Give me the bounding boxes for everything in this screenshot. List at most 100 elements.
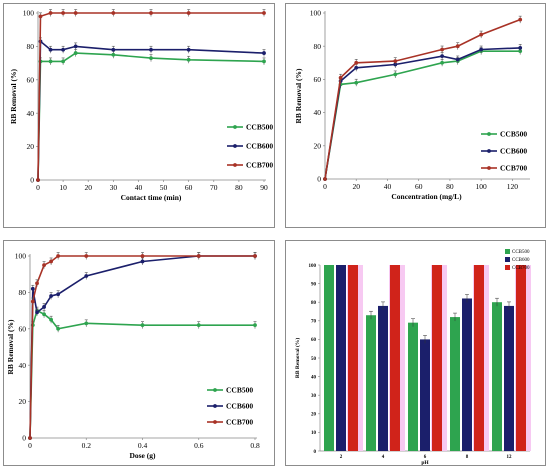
x-axis-title: Concentration (mg/L) (391, 192, 462, 201)
data-point-ccb700 (61, 11, 66, 15)
x-tick-label: 30 (110, 183, 118, 192)
data-point-ccb700 (28, 436, 32, 440)
x-tick-label: 80 (446, 182, 454, 191)
bar-ccb500 (366, 315, 376, 451)
y-tick-label: 80 (314, 42, 322, 51)
data-point-ccb700 (440, 47, 445, 52)
data-point-ccb600 (48, 47, 53, 52)
series-line-ccb700 (29, 255, 255, 439)
data-point-ccb600 (149, 47, 153, 52)
x-tick-label: 0.6 (194, 441, 204, 450)
bar-ccb600 (420, 339, 430, 451)
legend-marker-ccb700 (213, 420, 217, 424)
data-point-ccb500 (440, 60, 445, 65)
y-axis-title: RB Removal (%) (294, 338, 301, 378)
data-point-ccb600 (140, 259, 145, 264)
legend-label-ccb500: CCB500 (226, 386, 253, 395)
y-tick-label: 20 (314, 141, 322, 150)
y-tick-label: 60 (19, 324, 27, 333)
data-point-ccb700 (393, 59, 398, 64)
x-tick-label: 40 (384, 182, 392, 191)
series-line-ccb500 (29, 309, 255, 439)
legend-label-ccb600: CCB600 (512, 258, 530, 263)
y-axis-title: RB Removal (%) (9, 69, 18, 124)
data-point-ccb600 (262, 51, 266, 55)
legend-marker-ccb700 (487, 166, 491, 170)
x-tick-label: 120 (507, 182, 519, 191)
bar-ccb500 (408, 322, 418, 451)
bar-ccb600 (336, 265, 346, 451)
data-point-ccb700 (73, 11, 78, 15)
data-point-ccb700 (111, 11, 116, 15)
data-point-ccb600 (56, 292, 61, 297)
y-tick-label: 20 (19, 397, 27, 406)
data-point-ccb700 (186, 11, 191, 15)
x-tick-label: 0.4 (138, 441, 148, 450)
y-tick-label: 20 (27, 142, 35, 151)
series-line-ccb600 (29, 255, 255, 439)
data-point-ccb700 (49, 259, 53, 264)
y-tick-label: 40 (311, 375, 317, 380)
bar-ccb700 (432, 265, 442, 451)
x-tick-label: 12 (507, 455, 513, 460)
y-tick-label: 100 (15, 252, 27, 261)
bar-ccb500 (492, 302, 502, 451)
data-point-ccb500 (56, 326, 61, 331)
bar-ccb500 (450, 317, 460, 451)
legend-label-ccb500: CCB500 (500, 130, 527, 139)
chart-ph: 0 10 20 30 40 50 60 70 80 90 100 2 4 6 8 12 pH RB Removal… (294, 249, 531, 465)
legend-marker-ccb700 (233, 163, 237, 167)
data-point-ccb700 (518, 17, 523, 22)
series-line-ccb500 (324, 50, 521, 180)
legend-label-ccb500: CCB500 (512, 250, 530, 255)
x-tick-label: 6 (424, 455, 427, 460)
x-tick-label: 60 (415, 182, 423, 191)
bar-ccb700 (390, 265, 400, 451)
legend-label-ccb700: CCB700 (500, 164, 527, 173)
y-tick-label: 80 (19, 288, 27, 297)
x-tick-label: 0.8 (250, 441, 260, 450)
y-tick-label: 40 (27, 109, 35, 118)
data-point-ccb600 (354, 65, 359, 70)
data-point-ccb500 (393, 72, 398, 77)
chart-concentration: 0 20 40 60 80 100 0 20 40 60 80 100 120 Concentration… (294, 9, 530, 201)
bar-ccb600 (378, 305, 388, 451)
data-point-ccb700 (30, 299, 35, 304)
legend-swatch-ccb700 (505, 265, 510, 270)
data-point-ccb500 (149, 56, 153, 60)
y-tick-label: 100 (23, 9, 35, 18)
data-point-ccb700 (253, 254, 257, 258)
data-point-ccb700 (455, 44, 460, 49)
series-line-ccb700 (37, 12, 264, 181)
data-point-ccb500 (262, 59, 266, 64)
x-tick-label: 8 (466, 455, 469, 460)
x-tick-label: 10 (59, 183, 67, 192)
x-tick-label: 60 (185, 183, 193, 192)
data-point-ccb600 (49, 294, 53, 298)
y-tick-label: 90 (311, 282, 317, 287)
data-point-ccb700 (36, 178, 40, 182)
data-point-ccb600 (30, 286, 35, 291)
bar-ccb500 (324, 265, 334, 451)
legend-swatch-ccb500 (505, 249, 510, 254)
data-point-ccb500 (186, 57, 191, 62)
x-tick-label: 0 (28, 441, 32, 450)
x-tick-label: 0 (323, 182, 327, 191)
legend-swatch-ccb600 (505, 257, 510, 262)
data-point-ccb500 (354, 80, 359, 85)
data-point-ccb600 (73, 44, 78, 49)
chart-panel-contact-time: 0 20 40 60 80 100 0 10 20 30 40 50 60 70 80 90 Contact t… (3, 3, 275, 228)
data-point-ccb500 (140, 323, 145, 328)
data-point-ccb700 (35, 281, 39, 286)
chart-panel-ph: 0 10 20 30 40 50 60 70 80 90 100 2 4 6 8 12 pH RB Removal… (285, 240, 546, 466)
y-tick-label: 80 (311, 301, 317, 306)
legend-label-ccb700: CCB700 (246, 161, 273, 170)
x-tick-label: 4 (382, 455, 385, 460)
x-axis-title: pH (421, 460, 429, 465)
data-point-ccb700 (48, 11, 53, 15)
data-point-ccb500 (253, 323, 257, 328)
x-tick-label: 2 (340, 455, 343, 460)
data-point-ccb700 (196, 254, 201, 258)
legend-marker-ccb600 (213, 404, 217, 408)
data-point-ccb700 (42, 263, 46, 267)
